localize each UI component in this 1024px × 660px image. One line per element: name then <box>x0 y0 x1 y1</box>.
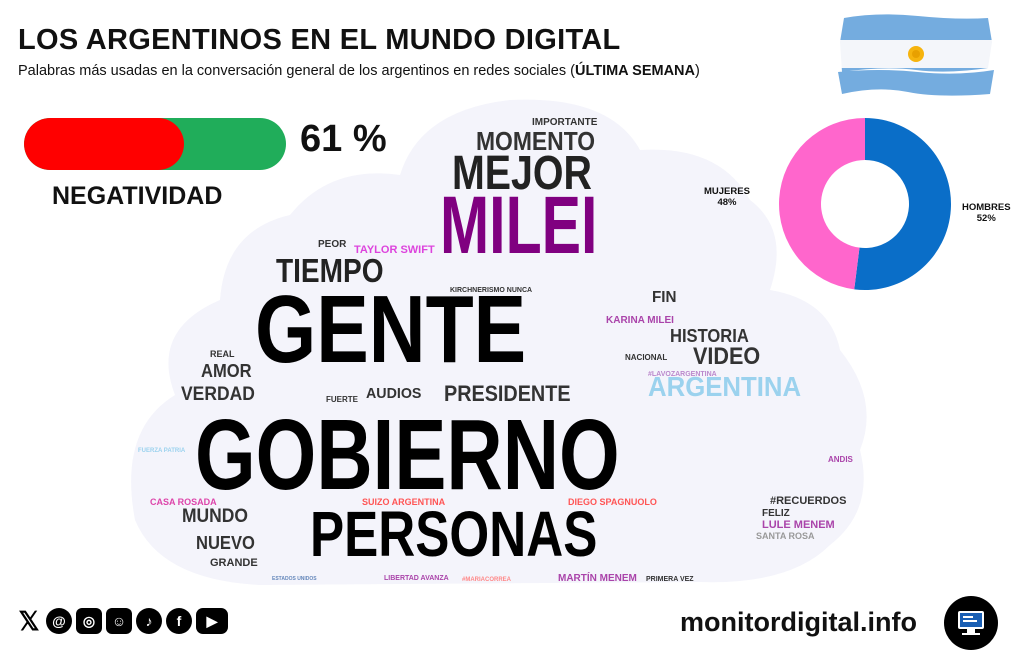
cloud-word: PRIMERA VEZ <box>646 576 694 583</box>
threads-icon[interactable]: @ <box>46 608 72 634</box>
cloud-word: ARGENTINA <box>648 371 802 402</box>
cloud-word: VERDAD <box>181 384 255 405</box>
cloud-word: #RECUERDOS <box>770 495 847 507</box>
cloud-word: PRESIDENTE <box>444 381 571 406</box>
cloud-word: FIN <box>652 289 677 306</box>
cloud-word: CASA ROSADA <box>150 497 217 507</box>
cloud-word: FUERTE <box>326 395 358 404</box>
gender-label-women-name: MUJERES <box>704 186 750 197</box>
cloud-word: REAL <box>210 349 235 359</box>
instagram-icon[interactable]: ◎ <box>76 608 102 634</box>
cloud-word: GENTE <box>255 276 527 383</box>
facebook-icon[interactable]: f <box>166 608 192 634</box>
cloud-word: TAYLOR SWIFT <box>354 244 435 256</box>
monitor-icon <box>944 596 998 650</box>
cloud-word: MUNDO <box>182 506 249 527</box>
cloud-word: HISTORIA <box>670 326 749 346</box>
negativity-bar <box>24 118 286 170</box>
cloud-word: DIEGO SPAGNUOLO <box>568 497 657 507</box>
cloud-word: FELIZ <box>762 508 790 519</box>
cloud-word: #LAVOZARGENTINA <box>648 371 717 378</box>
cloud-word: PERSONAS <box>310 498 598 570</box>
cloud-word: NACIONAL <box>625 353 668 362</box>
cloud-word: AUDIOS <box>366 385 422 402</box>
gender-label-men-name: HOMBRES <box>962 202 1011 213</box>
cloud-word: MARTÍN MENEM <box>558 573 637 584</box>
negativity-value: 61 % <box>300 118 387 160</box>
gender-label-women: MUJERES 48% <box>704 186 750 209</box>
cloud-word: AMOR <box>201 361 252 381</box>
gender-donut-chart <box>760 100 980 310</box>
cloud-word: MILEI <box>440 180 598 271</box>
gender-label-men-value: 52% <box>976 213 996 225</box>
subtitle-period: ÚLTIMA SEMANA <box>574 63 695 79</box>
cloud-word: KIRCHNERISMO NUNCA <box>450 287 533 294</box>
donut-slice-mujeres <box>779 118 865 290</box>
cloud-word: IMPORTANTE <box>532 117 598 128</box>
cloud-word: LIBERTAD AVANZA <box>384 575 449 582</box>
cloud-word: GRANDE <box>210 557 258 569</box>
cloud-word: ANDIS <box>828 455 853 464</box>
gender-label-men: HOMBRES 52% <box>962 202 1011 225</box>
gender-label-women-value: 48% <box>717 197 737 209</box>
subtitle-suffix: ) <box>694 63 700 79</box>
reddit-icon[interactable]: ☺ <box>106 608 132 634</box>
cloud-word: KARINA MILEI <box>606 315 674 326</box>
cloud-word: TIEMPO <box>276 252 384 289</box>
cloud-word: LULE MENEM <box>762 519 835 531</box>
cloud-word: VIDEO <box>693 343 761 370</box>
cloud-word: MOMENTO <box>476 126 596 156</box>
cloud-word: NUEVO <box>196 533 255 553</box>
site-link[interactable]: monitordigital.info <box>680 607 917 637</box>
cloud-word: SUIZO ARGENTINA <box>362 497 446 507</box>
tiktok-icon[interactable]: ♪ <box>136 608 162 634</box>
cloud-word: SANTA ROSA <box>756 531 815 541</box>
page-subtitle: Palabras más usadas en la conversación g… <box>18 63 700 79</box>
cloud-word: FUERZA PATRIA <box>138 448 186 454</box>
negativity-label: NEGATIVIDAD <box>52 182 223 210</box>
page-title: LOS ARGENTINOS EN EL MUNDO DIGITAL <box>18 24 621 56</box>
donut-slice-hombres <box>854 118 951 290</box>
subtitle-prefix: Palabras más usadas en la conversación g… <box>18 63 575 79</box>
argentina-flag-icon <box>838 14 994 96</box>
cloud-word: ESTADOS UNIDOS <box>272 576 317 582</box>
x-icon[interactable]: 𝕏 <box>16 606 42 636</box>
cloud-word: PEOR <box>318 239 347 250</box>
cloud-word: MEJOR <box>452 147 592 200</box>
negativity-fill <box>24 118 184 170</box>
cloud-word: #MARIACORREA <box>462 577 512 583</box>
cloud-word: GOBIERNO <box>195 399 620 511</box>
youtube-icon[interactable]: ▶ <box>196 608 228 634</box>
social-icons: 𝕏 @ ◎ ☺ ♪ f ▶ <box>16 606 228 636</box>
